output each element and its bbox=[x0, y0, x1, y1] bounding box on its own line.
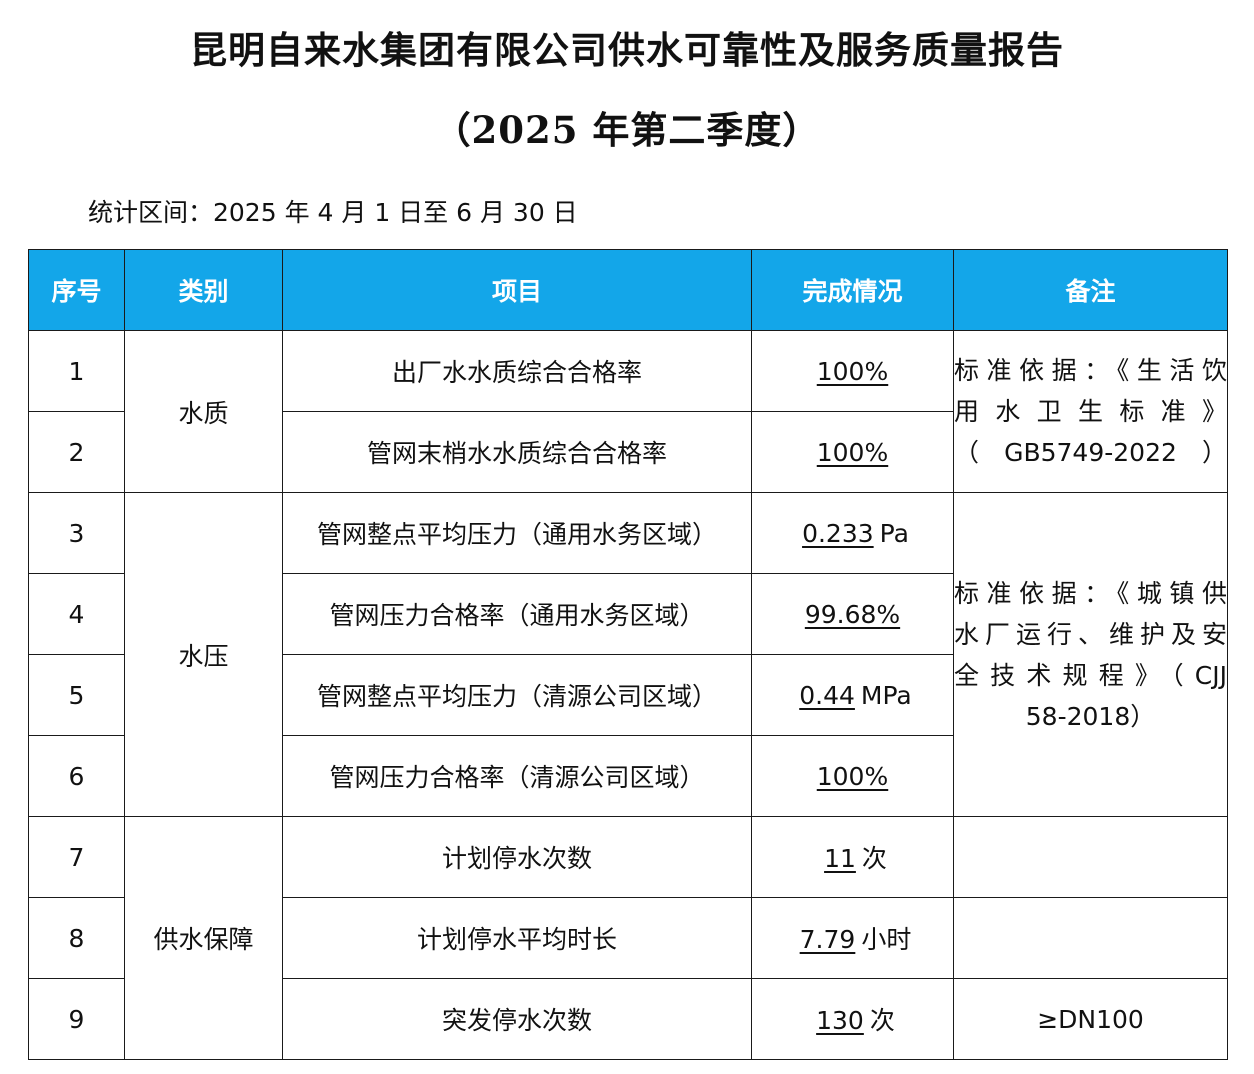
unit-text: 次 bbox=[861, 844, 887, 873]
table-row: 3 水压 管网整点平均压力（通用水务区域） 0.233 Pa 标准依据：《城镇供 … bbox=[28, 492, 1228, 817]
remarks-line: （GB5749-2022） bbox=[954, 438, 1227, 467]
row-number: 8 bbox=[28, 897, 125, 979]
remarks-quality-standard: 标准依据：《生活饮 用 水 卫 生 标 准 》 （GB5749-2022） bbox=[953, 330, 1228, 493]
report-subtitle: （2025 年第二季度） bbox=[433, 108, 821, 152]
item-label: 计划停水平均时长 bbox=[282, 897, 752, 979]
value-text: 99.68% bbox=[804, 599, 901, 629]
completion-value: 7.79 小时 bbox=[751, 897, 954, 979]
unit-text: MPa bbox=[860, 680, 912, 710]
table-row: 6 管网压力合格率（清源公司区域） 100% bbox=[28, 735, 1228, 817]
category-supply-guarantee: 供水保障 bbox=[124, 816, 283, 1060]
table-row: 4 管网压力合格率（通用水务区域） 99.68% bbox=[28, 573, 1228, 655]
row-number: 2 bbox=[28, 411, 125, 493]
value-text: 11 bbox=[824, 844, 856, 873]
row-number: 4 bbox=[28, 573, 125, 655]
remarks-line: 用 水 卫 生 标 准 》 bbox=[954, 397, 1227, 426]
completion-value: 100% bbox=[751, 735, 954, 817]
completion-value: 0.44 MPa bbox=[751, 654, 954, 736]
completion-value: 11 次 bbox=[751, 816, 954, 898]
remarks-empty bbox=[953, 897, 1228, 979]
report-table: 序号 类别 项目 完成情况 备注 1 水质 出厂水水质综合合格率 100% 标准… bbox=[28, 249, 1228, 1060]
category-water-pressure: 水压 bbox=[124, 492, 283, 817]
remarks-line: 标准依据：《城镇供 bbox=[954, 578, 1227, 608]
row-number: 1 bbox=[28, 330, 125, 412]
row-number: 6 bbox=[28, 735, 125, 817]
value-text: 130 bbox=[816, 1006, 864, 1035]
table-row: 5 管网整点平均压力（清源公司区域） 0.44 MPa bbox=[28, 654, 1228, 736]
remarks-pressure-standard: 标准依据：《城镇供 水厂运行、维护及安 全技术规程》（CJJ 58-2018） bbox=[953, 492, 1228, 817]
remarks-line: 标准依据：《生活饮 bbox=[954, 356, 1227, 385]
item-label: 出厂水水质综合合格率 bbox=[282, 330, 752, 412]
table-row: 9 突发停水次数 130 次 ≥DN100 bbox=[28, 978, 1228, 1060]
completion-value: 0.233 Pa bbox=[751, 492, 954, 574]
item-label: 计划停水次数 bbox=[282, 816, 752, 898]
item-label: 管网压力合格率（通用水务区域） bbox=[282, 573, 752, 655]
row-number: 3 bbox=[28, 492, 125, 574]
value-text: 0.44 bbox=[799, 680, 855, 710]
table-row: 2 管网末梢水水质综合合格率 100% bbox=[28, 411, 1228, 493]
value-text: 7.79 bbox=[799, 925, 856, 954]
table-row: 8 计划停水平均时长 7.79 小时 bbox=[28, 897, 1228, 979]
category-water-quality: 水质 bbox=[124, 330, 283, 493]
remarks-empty bbox=[953, 816, 1228, 898]
header-no: 序号 bbox=[28, 249, 125, 331]
remarks-line: 58-2018） bbox=[1025, 701, 1156, 731]
header-remarks: 备注 bbox=[953, 249, 1228, 331]
unit-text: 次 bbox=[869, 1006, 895, 1035]
header-item: 项目 bbox=[282, 249, 752, 331]
value-text: 100% bbox=[816, 437, 889, 467]
table-header-row: 序号 类别 项目 完成情况 备注 bbox=[28, 249, 1228, 331]
unit-text: Pa bbox=[879, 518, 909, 548]
row-number: 9 bbox=[28, 978, 125, 1060]
item-label: 管网整点平均压力（清源公司区域） bbox=[282, 654, 752, 736]
item-label: 管网末梢水水质综合合格率 bbox=[282, 411, 752, 493]
row-number: 5 bbox=[28, 654, 125, 736]
completion-value: 130 次 bbox=[751, 978, 954, 1060]
remarks-line: 全技术规程》（CJJ bbox=[954, 660, 1227, 690]
table-row: 7 供水保障 计划停水次数 11 次 bbox=[28, 816, 1228, 1060]
value-text: 100% bbox=[816, 761, 889, 791]
header-category: 类别 bbox=[124, 249, 283, 331]
completion-value: 100% bbox=[751, 411, 954, 493]
item-label: 突发停水次数 bbox=[282, 978, 752, 1060]
remarks-line: 水厂运行、维护及安 bbox=[954, 619, 1227, 649]
header-completion: 完成情况 bbox=[751, 249, 954, 331]
report-title: 昆明自来水集团有限公司供水可靠性及服务质量报告 bbox=[190, 28, 1064, 72]
unit-text: 小时 bbox=[861, 925, 912, 954]
completion-value: 99.68% bbox=[751, 573, 954, 655]
value-text: 100% bbox=[816, 356, 889, 386]
remarks-pipe-diameter: ≥DN100 bbox=[953, 978, 1228, 1060]
statistics-period: 统计区间：2025 年 4 月 1 日至 6 月 30 日 bbox=[88, 198, 578, 227]
value-text: 0.233 bbox=[802, 518, 874, 548]
row-number: 7 bbox=[28, 816, 125, 898]
table-row: 1 水质 出厂水水质综合合格率 100% 标准依据：《生活饮 用 水 卫 生 标… bbox=[28, 330, 1228, 493]
item-label: 管网压力合格率（清源公司区域） bbox=[282, 735, 752, 817]
completion-value: 100% bbox=[751, 330, 954, 412]
item-label: 管网整点平均压力（通用水务区域） bbox=[282, 492, 752, 574]
